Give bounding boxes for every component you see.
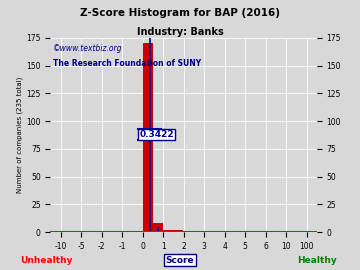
Text: Z-Score Histogram for BAP (2016): Z-Score Histogram for BAP (2016) (80, 8, 280, 18)
Bar (143, 43, 153, 232)
Text: 0.3422: 0.3422 (139, 130, 174, 139)
Text: ©www.textbiz.org: ©www.textbiz.org (53, 44, 122, 53)
Text: Score: Score (166, 256, 194, 265)
Text: Healthy: Healthy (297, 256, 337, 265)
Bar (157, 227, 159, 232)
Text: Unhealthy: Unhealthy (21, 256, 73, 265)
Bar (122, 231, 143, 232)
Bar (163, 230, 183, 232)
Y-axis label: Number of companies (235 total): Number of companies (235 total) (17, 77, 23, 193)
Bar (153, 223, 163, 232)
Text: Industry: Banks: Industry: Banks (137, 27, 223, 37)
Text: The Research Foundation of SUNY: The Research Foundation of SUNY (53, 59, 201, 68)
